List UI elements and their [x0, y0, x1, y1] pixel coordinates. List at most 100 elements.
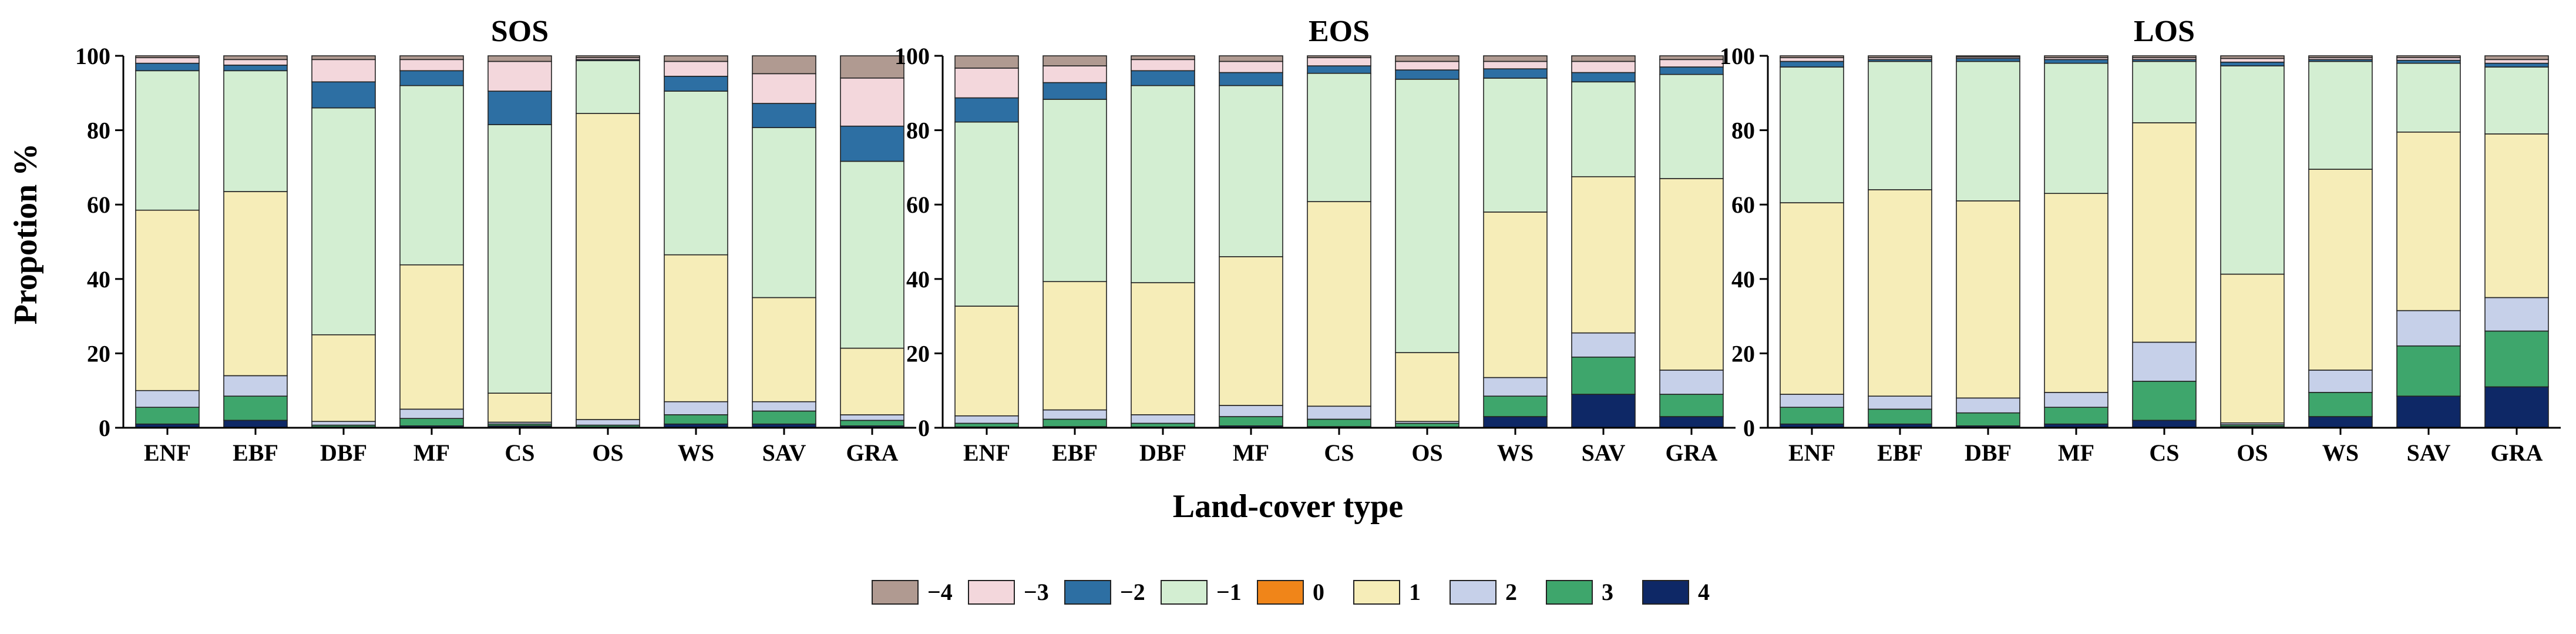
y-tick-label: 80: [906, 118, 930, 144]
bar-segment-ws-neg2: [1483, 68, 1548, 79]
bar-segment-enf-neg2: [954, 97, 1019, 123]
bar-segment-enf-1: [135, 209, 200, 391]
bar-segment-sav-3: [1571, 356, 1636, 395]
bar-segment-mf-1: [2044, 193, 2108, 393]
legend-item: 4: [1642, 579, 1710, 605]
y-tick-label: 100: [894, 43, 930, 69]
bar-segment-mf-neg2: [399, 70, 464, 86]
bar-segment-mf-3: [2044, 407, 2108, 425]
bar-segment-gra-neg4: [2484, 55, 2549, 61]
bar-segment-dbf-3: [1956, 412, 2020, 427]
bar-segment-dbf-2: [1956, 397, 2020, 414]
bar-segment-dbf-3: [1131, 422, 1195, 428]
legend-label: 4: [1698, 579, 1710, 605]
bar-segment-sav-neg2: [1571, 72, 1636, 83]
bar-segment-dbf-1: [1131, 282, 1195, 415]
bar-segment-os-1: [2220, 273, 2285, 424]
bar-segment-ws-neg4: [2308, 55, 2373, 58]
x-axis-label: Land-cover type: [1173, 488, 1404, 525]
bar-segment-ebf-2: [223, 375, 288, 397]
bar-segment-sav-4: [1571, 394, 1636, 428]
bar-segment-gra-neg1: [1659, 73, 1724, 179]
bar-segment-os-neg2: [1395, 69, 1459, 80]
bar-segment-cs-neg1: [2132, 61, 2197, 123]
legend-label: 3: [1602, 579, 1613, 605]
bar-segment-ws-2: [664, 401, 728, 415]
bar-segment-ws-3: [664, 414, 728, 425]
legend-label: −4: [927, 579, 953, 605]
bar-segment-sav-1: [1571, 176, 1636, 334]
bar-segment-sav-1: [752, 297, 816, 402]
bar-segment-mf-1: [399, 264, 464, 410]
bar-segment-ebf-3: [223, 395, 288, 421]
bar-segment-os-2: [576, 419, 640, 426]
x-tick-label: MF: [1233, 440, 1269, 466]
bar-segment-sav-neg1: [2396, 62, 2461, 133]
bar-segment-ws-2: [2308, 370, 2373, 393]
bar-segment-gra-3: [2484, 330, 2549, 388]
bar-segment-gra-3: [1659, 394, 1724, 417]
y-tick-label: 100: [1720, 43, 1755, 69]
bar-segment-sav-neg4: [1571, 55, 1636, 62]
x-tick-label: WS: [678, 440, 714, 466]
bar-segment-enf-neg2: [135, 62, 200, 72]
y-tick-label: 20: [1731, 340, 1755, 367]
bar-segment-dbf-neg2: [1131, 70, 1195, 86]
bar-segment-os-neg2: [2220, 61, 2285, 66]
legend-item: 3: [1546, 579, 1613, 605]
bar-segment-ebf-neg4: [1868, 55, 1932, 58]
bar-segment-ws-4: [1483, 416, 1548, 428]
bar-segment-dbf-neg1: [1956, 61, 2020, 202]
legend-item: 1: [1353, 579, 1421, 605]
x-tick-label: GRA: [846, 440, 899, 466]
bar-segment-ebf-neg3: [1042, 65, 1107, 83]
bar-segment-gra-3: [840, 420, 904, 427]
y-axis-label: Propotion %: [8, 143, 44, 325]
legend-swatch: [872, 580, 919, 605]
y-tick-label: 0: [1743, 415, 1755, 441]
bar-segment-mf-neg1: [399, 85, 464, 266]
x-tick-label: GRA: [1666, 440, 1718, 466]
bar-segment-enf-neg3: [1780, 57, 1844, 62]
bar-segment-ebf-neg1: [1042, 99, 1107, 283]
bar-segment-os-neg4: [1395, 55, 1459, 62]
bar-segment-dbf-1: [311, 334, 376, 422]
x-tick-label: WS: [2322, 440, 2359, 466]
bar-segment-mf-neg4: [399, 55, 464, 61]
bar-segment-sav-neg3: [1571, 61, 1636, 73]
x-tick-label: SAV: [762, 440, 806, 466]
bar-segment-cs-3: [1307, 418, 1371, 427]
y-tick-label: 0: [99, 415, 110, 441]
bar-segment-gra-neg3: [1659, 59, 1724, 68]
panel-title: LOS: [2134, 15, 2195, 48]
bar-segment-cs-neg1: [1307, 72, 1371, 202]
bar-segment-sav-neg2: [752, 103, 816, 128]
bar-segment-gra-neg2: [1659, 66, 1724, 75]
legend-swatch: [1642, 580, 1689, 605]
bar-segment-gra-neg2: [2484, 62, 2549, 68]
bar-segment-ebf-neg2: [223, 65, 288, 72]
bar-segment-os-1: [1395, 352, 1459, 422]
bar-segment-dbf-neg4: [1956, 55, 2020, 58]
bar-segment-dbf-neg1: [311, 107, 376, 336]
bar-segment-enf-neg4: [954, 55, 1019, 69]
bar-segment-enf-neg1: [135, 70, 200, 211]
legend: −4 −3 −2 −1 0 1 2 3 4: [872, 579, 1710, 605]
bar-segment-ws-3: [1483, 395, 1548, 417]
bar-segment-mf-neg3: [1219, 61, 1283, 73]
bar-segment-enf-1: [954, 306, 1019, 417]
x-tick-label: WS: [1497, 440, 1534, 466]
bar-segment-ebf-neg1: [223, 70, 288, 192]
bar-segment-ws-1: [664, 254, 728, 402]
legend-swatch: [1064, 580, 1111, 605]
bar-segment-enf-3: [954, 422, 1019, 428]
bar-segment-enf-2: [1780, 394, 1844, 408]
bar-segment-mf-neg2: [2044, 59, 2108, 64]
bar-segment-ebf-2: [1868, 395, 1932, 410]
panel-eos: EOS 0 20 40 60 80 100 ENF EBF DBF MF CS OS WS SAV GRA: [894, 15, 1736, 466]
y-tick-label: 40: [906, 266, 930, 293]
bar-segment-dbf-2: [1131, 414, 1195, 424]
bar-segment-gra-neg1: [2484, 66, 2549, 135]
bar-segment-enf-neg1: [1780, 66, 1844, 203]
